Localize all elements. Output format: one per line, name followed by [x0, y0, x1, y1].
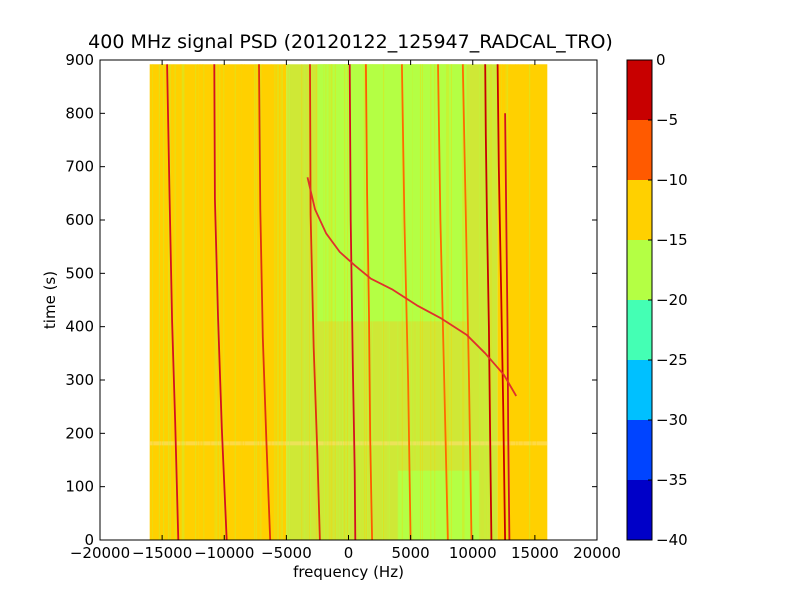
signal-track-0 — [166, 64, 180, 541]
signal-track-5 — [365, 64, 373, 541]
colorbar-tick-label: −30 — [656, 411, 688, 429]
signal-track-7 — [437, 64, 449, 541]
y-tick-label: 200 — [65, 424, 94, 442]
y-tick-label: 0 — [84, 531, 94, 549]
colorbar-tick-label: 0 — [656, 51, 666, 69]
signal-track-12 — [306, 177, 517, 397]
colorbar-segment-5 — [627, 180, 652, 240]
colorbar-segment-3 — [627, 300, 652, 360]
chart-title: 400 MHz signal PSD (20120122_125947_RADC… — [88, 31, 613, 53]
signal-track-3 — [309, 64, 321, 541]
y-tick-label: 500 — [65, 264, 94, 282]
signal-track-9 — [484, 64, 493, 541]
colorbar-tick-label: −10 — [656, 171, 688, 189]
colorbar-tick-label: −20 — [656, 291, 688, 309]
signal-track-8 — [461, 64, 473, 541]
signal-track-2 — [258, 64, 272, 541]
x-tick-label: −15000 — [132, 544, 192, 562]
colorbar-segment-0 — [627, 480, 652, 540]
x-axis-label: frequency (Hz) — [293, 563, 404, 581]
y-tick-label: 100 — [65, 478, 94, 496]
heatmap-texture — [151, 64, 537, 540]
signal-track-6 — [401, 64, 412, 541]
colorbar-segment-4 — [627, 240, 652, 300]
colorbar-segment-7 — [627, 60, 652, 120]
x-tick-label: 10000 — [449, 544, 497, 562]
x-tick-label: 0 — [344, 544, 354, 562]
signal-track-10 — [496, 64, 506, 541]
y-tick-label: 600 — [65, 211, 94, 229]
x-axis-ticks: −20000 −15000 −10000 −5000 0 5000 10000 15000 20… — [70, 60, 621, 562]
colorbar-segment-6 — [627, 120, 652, 180]
x-tick-label: −10000 — [194, 544, 254, 562]
y-axis-ticks: 0 100 200 300 400 500 600 700 800 900 — [65, 51, 597, 549]
colorbar-tick-label: −40 — [656, 531, 688, 549]
signal-track-4 — [348, 64, 357, 541]
y-tick-label: 900 — [65, 51, 94, 69]
plot-area — [99, 59, 598, 541]
heatmap-band — [149, 441, 548, 446]
x-tick-label: −5000 — [261, 544, 312, 562]
colorbar-segment-2 — [627, 360, 652, 420]
x-tick-label: −20000 — [70, 544, 130, 562]
colorbar-tick-label: −35 — [656, 471, 688, 489]
y-tick-label: 700 — [65, 158, 94, 176]
signal-track-11 — [504, 113, 511, 541]
x-tick-label: 5000 — [392, 544, 430, 562]
colorbar-tick-label: −5 — [656, 111, 678, 129]
colorbar-tick-label: −25 — [656, 351, 688, 369]
colorbar-segment-1 — [627, 420, 652, 480]
y-axis-label: time (s) — [41, 271, 59, 329]
signal-track-1 — [213, 64, 228, 541]
y-tick-label: 800 — [65, 104, 94, 122]
colorbar: 0 −5 −10 −15 −20 −25 −30 −35 −40 — [626, 51, 688, 549]
colorbar-tick-label: −15 — [656, 231, 688, 249]
y-tick-label: 400 — [65, 318, 94, 336]
x-tick-label: 15000 — [511, 544, 559, 562]
x-tick-label: 20000 — [573, 544, 621, 562]
y-tick-label: 300 — [65, 371, 94, 389]
heatmap-region-3 — [398, 470, 479, 540]
